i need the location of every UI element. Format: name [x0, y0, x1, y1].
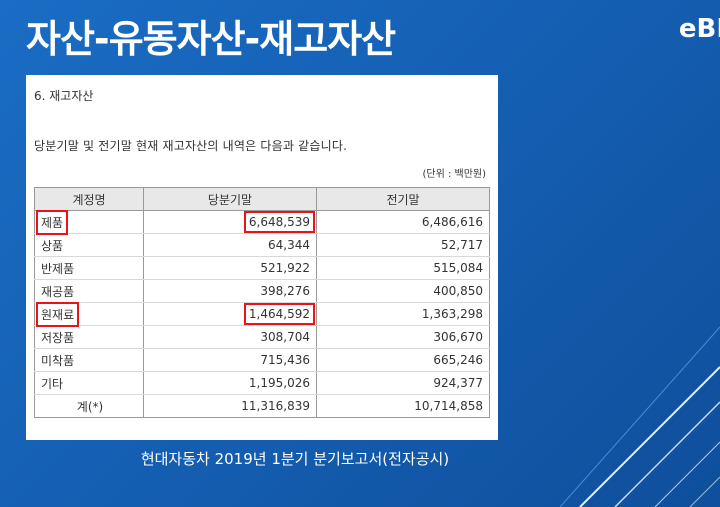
current-value-cell-text: 715,436 — [260, 353, 310, 367]
previous-value-cell: 1,363,298 — [316, 302, 490, 326]
table-row: 원재료 1,464,592 1,363,298 — [34, 301, 490, 327]
account-name-cell: 재공품 — [34, 279, 144, 303]
current-value-cell: 398,276 — [143, 279, 317, 303]
previous-value-cell: 6,486,616 — [316, 210, 490, 234]
previous-value-cell-text: 665,246 — [433, 353, 483, 367]
current-value-cell-text: 308,704 — [260, 330, 310, 344]
table-row: 계(*) 11,316,839 10,714,858 — [34, 394, 490, 418]
account-name-cell-text: 기타 — [41, 376, 64, 391]
account-name-cell: 상품 — [34, 233, 144, 257]
slide-title: 자산-유동자산-재고자산 — [26, 17, 396, 61]
account-name-cell: 기타 — [34, 371, 144, 395]
current-value-cell-text: 11,316,839 — [241, 399, 310, 413]
section-heading: 6. 재고자산 — [34, 89, 94, 103]
slide-caption: 현대자동차 2019년 1분기 분기보고서(전자공시) — [140, 450, 450, 468]
account-name-cell: 저장품 — [34, 325, 144, 349]
decorative-lines-graphic — [560, 326, 720, 507]
unit-label: (단위 : 백만원) — [422, 169, 486, 180]
table-header-row: 계정명 당분기말 전기말 — [34, 187, 490, 211]
table-row: 기타 1,195,026 924,377 — [34, 371, 490, 395]
account-name-cell: 원재료 — [34, 301, 144, 327]
column-header-current: 당분기말 — [143, 187, 317, 211]
account-name-cell: 미착품 — [34, 348, 144, 372]
previous-value-cell-text: 924,377 — [433, 376, 483, 390]
previous-value-cell-text: 306,670 — [433, 330, 483, 344]
table-row: 미착품 715,436 665,246 — [34, 348, 490, 372]
current-value-cell-text: 521,922 — [260, 261, 310, 275]
current-value-cell: 1,464,592 — [143, 302, 317, 326]
table-row: 반제품 521,922 515,084 — [34, 256, 490, 280]
account-name-cell-text: 원재료 — [35, 301, 80, 327]
column-header-previous: 전기말 — [316, 187, 490, 211]
current-value-cell-text: 1,195,026 — [248, 376, 310, 390]
inventory-table: 계정명 당분기말 전기말 제품 6,648,539 6,486,616 상품 64,34… — [34, 187, 490, 418]
previous-value-cell: 52,717 — [316, 233, 490, 257]
previous-value-cell-text: 515,084 — [433, 261, 483, 275]
current-value-cell-text: 1,464,592 — [243, 303, 316, 325]
current-value-cell: 64,344 — [143, 233, 317, 257]
account-name-cell-text: 재공품 — [41, 284, 75, 299]
current-value-cell: 308,704 — [143, 325, 317, 349]
account-name-cell: 반제품 — [34, 256, 144, 280]
account-name-cell-text: 반제품 — [41, 261, 75, 276]
previous-value-cell: 10,714,858 — [316, 394, 490, 418]
brand-logo: eBI — [679, 14, 720, 44]
previous-value-cell: 924,377 — [316, 371, 490, 395]
account-name-cell-text: 상품 — [41, 238, 64, 253]
column-header-account: 계정명 — [34, 187, 144, 211]
current-value-cell-text: 64,344 — [268, 238, 310, 252]
intro-text: 당분기말 및 전기말 현재 재고자산의 내역은 다음과 같습니다. — [34, 139, 348, 153]
previous-value-cell: 306,670 — [316, 325, 490, 349]
table-row: 상품 64,344 52,717 — [34, 233, 490, 257]
previous-value-cell-text: 52,717 — [441, 238, 483, 252]
account-name-cell: 계(*) — [34, 394, 144, 418]
account-name-cell-text: 미착품 — [41, 353, 75, 368]
previous-value-cell: 665,246 — [316, 348, 490, 372]
previous-value-cell-text: 10,714,858 — [414, 399, 483, 413]
previous-value-cell-text: 400,850 — [433, 284, 483, 298]
previous-value-cell: 400,850 — [316, 279, 490, 303]
report-excerpt: 6. 재고자산 당분기말 및 전기말 현재 재고자산의 내역은 다음과 같습니다… — [26, 75, 498, 440]
previous-value-cell-text: 1,363,298 — [421, 307, 483, 321]
account-name-cell: 제품 — [34, 209, 144, 235]
previous-value-cell-text: 6,486,616 — [421, 215, 483, 229]
account-name-cell-text: 계(*) — [76, 399, 104, 414]
current-value-cell-text: 6,648,539 — [243, 211, 316, 233]
table-row: 제품 6,648,539 6,486,616 — [34, 209, 490, 235]
current-value-cell: 6,648,539 — [143, 210, 317, 234]
previous-value-cell: 515,084 — [316, 256, 490, 280]
account-name-cell-text: 제품 — [35, 209, 69, 235]
current-value-cell: 521,922 — [143, 256, 317, 280]
logo-text: eBI — [678, 14, 720, 44]
current-value-cell: 11,316,839 — [143, 394, 317, 418]
current-value-cell-text: 398,276 — [260, 284, 310, 298]
table-row: 재공품 398,276 400,850 — [34, 279, 490, 303]
table-row: 저장품 308,704 306,670 — [34, 325, 490, 349]
account-name-cell-text: 저장품 — [41, 330, 75, 345]
current-value-cell: 1,195,026 — [143, 371, 317, 395]
current-value-cell: 715,436 — [143, 348, 317, 372]
